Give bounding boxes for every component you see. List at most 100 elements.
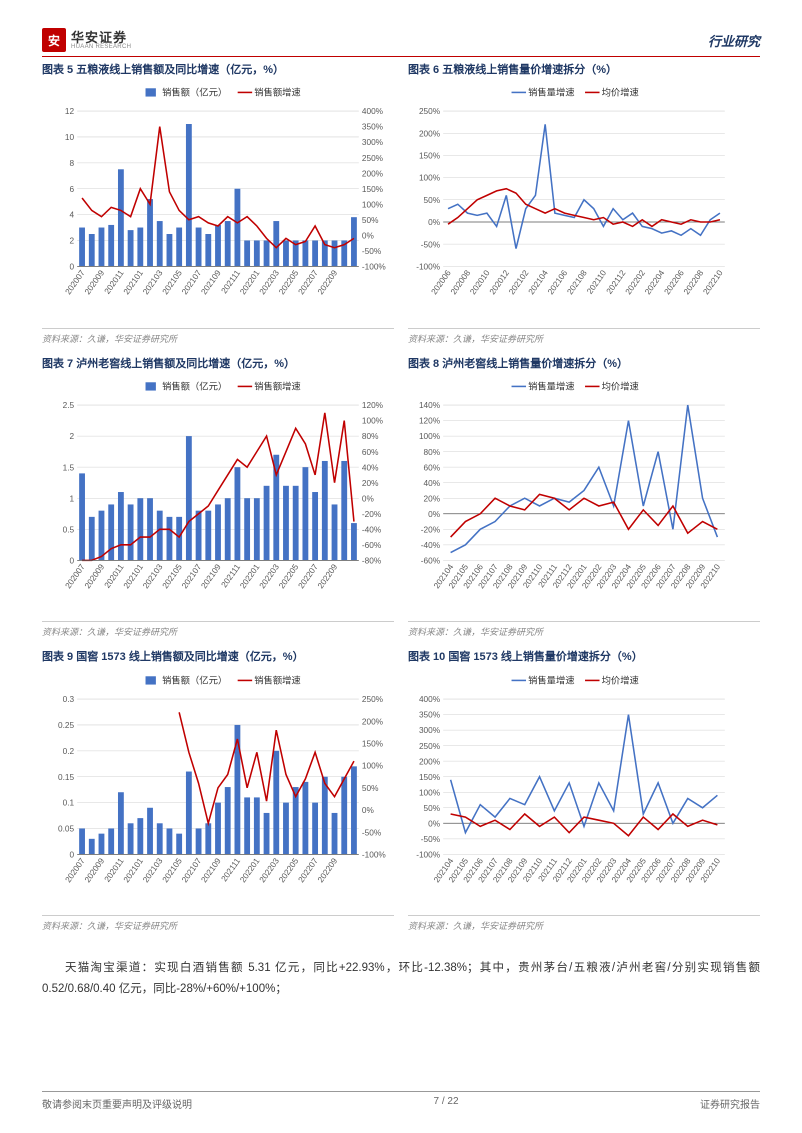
svg-text:2: 2 — [69, 237, 74, 246]
svg-text:1.5: 1.5 — [63, 463, 75, 472]
svg-text:销售量增速: 销售量增速 — [528, 380, 575, 391]
svg-text:100%: 100% — [362, 201, 384, 210]
svg-text:0%: 0% — [428, 218, 441, 227]
chart-source: 资料来源：久谦，华安证券研究所 — [408, 328, 760, 353]
svg-text:400%: 400% — [362, 107, 384, 116]
svg-text:2: 2 — [69, 432, 74, 441]
svg-text:50%: 50% — [362, 783, 379, 792]
footer-center: 7 / 22 — [433, 1096, 458, 1111]
svg-text:120%: 120% — [362, 401, 384, 410]
svg-text:销售额（亿元）: 销售额（亿元） — [162, 674, 227, 685]
charts-grid: 图表 5 五粮液线上销售额及同比增速（亿元，%） 销售额（亿元） 销售额增速 0 2 4 6… — [42, 63, 760, 940]
svg-text:6: 6 — [69, 185, 74, 194]
svg-text:202109: 202109 — [200, 562, 223, 590]
chart-source: 资料来源：久谦，华安证券研究所 — [408, 915, 760, 940]
svg-text:0.2: 0.2 — [63, 746, 75, 755]
chart-title: 图表 5 五粮液线上销售额及同比增速（亿元，%） — [42, 63, 394, 77]
chart-title: 图表 6 五粮液线上销售量价增速拆分（%） — [408, 63, 760, 77]
svg-text:10: 10 — [65, 133, 75, 142]
svg-text:-20%: -20% — [362, 510, 382, 519]
svg-text:140%: 140% — [419, 401, 441, 410]
chart-source: 资料来源：久谦，华安证券研究所 — [408, 621, 760, 646]
svg-text:销售额（亿元）: 销售额（亿元） — [162, 380, 227, 391]
svg-text:0.5: 0.5 — [63, 525, 75, 534]
svg-text:202109: 202109 — [200, 856, 223, 884]
svg-text:300%: 300% — [362, 139, 384, 148]
svg-text:0%: 0% — [362, 806, 375, 815]
page-header: 安 华安证券 HUAAN RESEARCH 行业研究 — [42, 28, 760, 57]
svg-text:4: 4 — [69, 211, 74, 220]
svg-text:202210: 202210 — [701, 269, 724, 297]
logo-text-cn: 华安证券 — [71, 31, 131, 44]
svg-text:150%: 150% — [419, 772, 441, 781]
svg-text:-50%: -50% — [362, 247, 382, 256]
chart-title: 图表 9 国窖 1573 线上销售额及同比增速（亿元，%） — [42, 650, 394, 664]
svg-text:0%: 0% — [362, 494, 375, 503]
svg-text:202209: 202209 — [316, 856, 339, 884]
svg-text:-60%: -60% — [421, 556, 441, 565]
svg-text:0.05: 0.05 — [58, 824, 74, 833]
svg-text:60%: 60% — [362, 448, 379, 457]
chart-svg: 销售额（亿元） 销售额增速 0 2 4 6 8 10 12 -100% -50% 0% 50% 100% 1… — [42, 80, 394, 324]
svg-text:120%: 120% — [419, 417, 441, 426]
header-category: 行业研究 — [708, 31, 760, 50]
svg-text:-50%: -50% — [421, 241, 441, 250]
svg-text:销售额增速: 销售额增速 — [254, 674, 301, 685]
chart-c6: 图表 6 五粮液线上销售量价增速拆分（%）销售量增速均价增速-100%-50%0… — [408, 63, 760, 353]
chart-source: 资料来源：久谦，华安证券研究所 — [42, 621, 394, 646]
svg-text:202009: 202009 — [83, 562, 106, 590]
chart-svg: 销售量增速均价增速-100%-50%0%50%100%150%200%250%3… — [408, 668, 760, 912]
svg-text:40%: 40% — [424, 479, 441, 488]
chart-source: 资料来源：久谦，华安证券研究所 — [42, 328, 394, 353]
page-footer: 敬请参阅末页重要声明及评级说明 7 / 22 证券研究报告 — [42, 1091, 760, 1111]
svg-text:-40%: -40% — [421, 541, 441, 550]
chart-c9: 图表 9 国窖 1573 线上销售额及同比增速（亿元，%） 销售额（亿元） 销售额增… — [42, 650, 394, 940]
svg-text:80%: 80% — [362, 432, 379, 441]
svg-text:20%: 20% — [362, 479, 379, 488]
svg-text:均价增速: 均价增速 — [602, 674, 639, 685]
svg-text:202009: 202009 — [83, 856, 106, 884]
svg-text:0%: 0% — [428, 819, 441, 828]
svg-text:350%: 350% — [362, 123, 384, 132]
chart-c10: 图表 10 国窖 1573 线上销售量价增速拆分（%）销售量增速均价增速-100… — [408, 650, 760, 940]
svg-text:200%: 200% — [362, 170, 384, 179]
svg-text:-50%: -50% — [362, 828, 382, 837]
svg-text:20%: 20% — [424, 494, 441, 503]
svg-text:0%: 0% — [428, 510, 441, 519]
svg-text:50%: 50% — [362, 216, 379, 225]
svg-text:-80%: -80% — [362, 556, 382, 565]
svg-text:0: 0 — [69, 850, 74, 859]
svg-text:8: 8 — [69, 159, 74, 168]
svg-text:202209: 202209 — [316, 269, 339, 297]
svg-text:150%: 150% — [362, 185, 384, 194]
svg-text:销售量增速: 销售量增速 — [528, 674, 575, 685]
svg-text:0: 0 — [69, 263, 74, 272]
chart-title: 图表 7 泸州老窖线上销售额及同比增速（亿元，%） — [42, 357, 394, 371]
svg-text:0%: 0% — [362, 232, 375, 241]
footer-right: 证券研究报告 — [700, 1096, 760, 1111]
logo-text-en: HUAAN RESEARCH — [71, 44, 131, 50]
svg-text:销售额增速: 销售额增速 — [254, 87, 301, 98]
chart-title: 图表 8 泸州老窖线上销售量价增速拆分（%） — [408, 357, 760, 371]
svg-text:60%: 60% — [424, 463, 441, 472]
svg-text:-20%: -20% — [421, 525, 441, 534]
svg-text:202109: 202109 — [200, 269, 223, 297]
svg-text:100%: 100% — [362, 417, 384, 426]
svg-text:12: 12 — [65, 107, 75, 116]
svg-text:销售量增速: 销售量增速 — [528, 87, 575, 98]
svg-text:-100%: -100% — [362, 263, 387, 272]
svg-text:350%: 350% — [419, 710, 441, 719]
svg-text:销售额（亿元）: 销售额（亿元） — [162, 87, 227, 98]
svg-text:1: 1 — [69, 494, 74, 503]
chart-c5: 图表 5 五粮液线上销售额及同比增速（亿元，%） 销售额（亿元） 销售额增速 0 2 4 6… — [42, 63, 394, 353]
chart-svg: 销售量增速均价增速-60%-40%-20%0%20%40%60%80%100%1… — [408, 374, 760, 618]
svg-text:202209: 202209 — [316, 562, 339, 590]
svg-text:0.25: 0.25 — [58, 721, 74, 730]
svg-text:-100%: -100% — [362, 850, 387, 859]
svg-text:40%: 40% — [362, 463, 379, 472]
svg-text:0.15: 0.15 — [58, 772, 74, 781]
svg-text:-60%: -60% — [362, 541, 382, 550]
svg-text:150%: 150% — [419, 152, 441, 161]
svg-text:均价增速: 均价增速 — [602, 380, 639, 391]
svg-text:250%: 250% — [362, 695, 384, 704]
